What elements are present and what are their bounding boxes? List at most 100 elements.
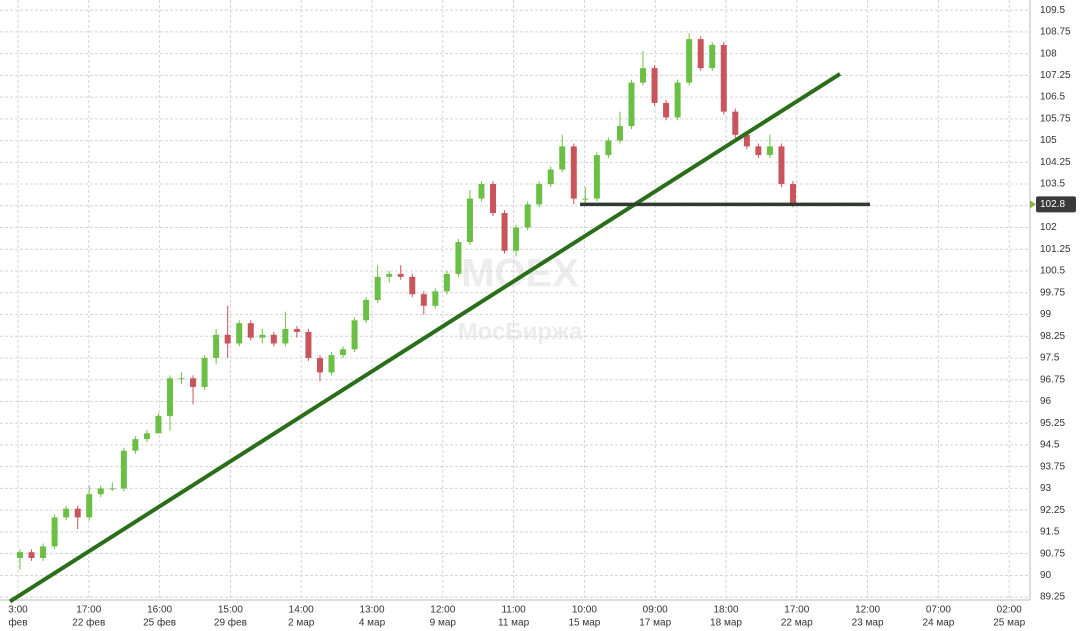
candle-body — [282, 328, 289, 344]
y-tick-label: 96.75 — [1040, 374, 1065, 385]
candle-body — [132, 439, 139, 451]
x-tick-date: 18 мар — [710, 618, 742, 629]
y-tick-label: 106.5 — [1040, 92, 1065, 103]
candle-body — [743, 134, 750, 147]
last-price-label: 102.8 — [1040, 199, 1065, 210]
candle-body — [640, 68, 647, 83]
candle-body — [40, 546, 47, 558]
candle-body — [178, 378, 185, 380]
candle-body — [570, 146, 577, 199]
candle-body — [386, 273, 393, 277]
candle-body — [547, 169, 554, 185]
y-tick-label: 109.5 — [1040, 5, 1065, 16]
x-tick-date: 4 мар — [359, 618, 386, 629]
candle-body — [432, 291, 439, 306]
x-tick-date: 24 мар — [922, 618, 954, 629]
candle-body — [340, 349, 347, 356]
candle-body — [190, 378, 197, 387]
x-tick-time: 17:00 — [784, 605, 809, 616]
candle-body — [420, 294, 427, 306]
y-tick-label: 108 — [1040, 48, 1057, 59]
x-tick-time: 18:00 — [713, 605, 738, 616]
y-tick-label: 91.5 — [1040, 527, 1060, 538]
candle-body — [582, 198, 589, 200]
y-tick-label: 100.5 — [1040, 266, 1065, 277]
candle-body — [51, 517, 58, 547]
y-tick-label: 97.5 — [1040, 353, 1060, 364]
candle-body — [778, 146, 785, 185]
candle-body — [628, 82, 635, 127]
y-tick-label: 105.75 — [1040, 113, 1071, 124]
x-tick-date: 29 фев — [214, 617, 247, 629]
candle-body — [247, 323, 254, 338]
x-tick-date: 2 мар — [288, 618, 315, 629]
candle-body — [363, 300, 370, 321]
x-tick-date: 15 мар — [568, 618, 600, 629]
price-marker — [1030, 200, 1036, 209]
y-tick-label: 96 — [1040, 396, 1052, 407]
y-tick-label: 108.75 — [1040, 27, 1071, 38]
candle-body — [305, 331, 312, 358]
candle-body — [63, 508, 70, 518]
candle-body — [316, 357, 323, 373]
candle-body — [397, 273, 404, 277]
x-tick-time: 16:00 — [147, 605, 172, 616]
candle-body — [674, 82, 681, 118]
y-tick-label: 93 — [1040, 483, 1052, 494]
y-tick-label: 89.25 — [1040, 592, 1065, 603]
candle-body — [213, 334, 220, 358]
candle-body — [490, 184, 497, 214]
x-tick-date: фев — [8, 617, 27, 629]
candle-body — [605, 140, 612, 156]
candle-body — [663, 102, 670, 118]
candle-body — [766, 146, 773, 156]
candle-body — [166, 378, 173, 416]
candle-body — [236, 323, 243, 344]
x-tick-time: 12:00 — [855, 605, 880, 616]
y-tick-label: 95.25 — [1040, 418, 1065, 429]
y-tick-label: 98.25 — [1040, 331, 1065, 342]
trend-line — [8, 72, 842, 604]
y-tick-label: 103.5 — [1040, 179, 1065, 190]
candle-body — [143, 433, 150, 440]
x-tick-time: 07:00 — [926, 605, 951, 616]
candle-body — [74, 508, 81, 518]
price-box — [1036, 196, 1076, 213]
y-tick-label: 102 — [1040, 222, 1057, 233]
x-tick-date: 11 мар — [498, 618, 530, 629]
y-tick-label: 90 — [1040, 570, 1052, 581]
x-tick-time: 11:00 — [501, 605, 526, 616]
candle-body — [709, 44, 716, 69]
candle-body — [293, 328, 300, 332]
candle-body — [259, 334, 266, 338]
y-tick-label: 105 — [1040, 135, 1057, 146]
candle-body — [478, 184, 485, 199]
candle-body — [732, 111, 739, 135]
candle-body — [224, 334, 231, 344]
candle-body — [155, 415, 162, 434]
x-tick-date: 9 мар — [430, 618, 457, 629]
x-tick-time: 13:00 — [359, 605, 384, 616]
x-tick-date: 22 фев — [72, 617, 105, 629]
candle-body — [409, 276, 416, 295]
candle-body — [120, 450, 127, 489]
candle-body — [559, 146, 566, 170]
x-tick-date: 25 фев — [143, 617, 176, 629]
x-tick-time: 17:00 — [76, 605, 101, 616]
x-tick-time: 02:00 — [997, 605, 1022, 616]
candle-body — [697, 39, 704, 69]
y-tick-label: 101.25 — [1040, 244, 1071, 255]
candle-body — [755, 146, 762, 156]
y-tick-label: 107.25 — [1040, 70, 1071, 81]
x-tick-date: 25 мар — [993, 618, 1025, 629]
candle-body — [651, 68, 658, 103]
candle-body — [328, 355, 335, 373]
candle-body — [790, 184, 796, 205]
candle-body — [109, 488, 116, 490]
candle-body — [374, 276, 381, 300]
x-tick-time: 14:00 — [289, 605, 314, 616]
x-tick-time: 3:00 — [8, 605, 28, 616]
y-tick-label: 92.25 — [1040, 505, 1065, 516]
candle-body — [86, 494, 93, 518]
